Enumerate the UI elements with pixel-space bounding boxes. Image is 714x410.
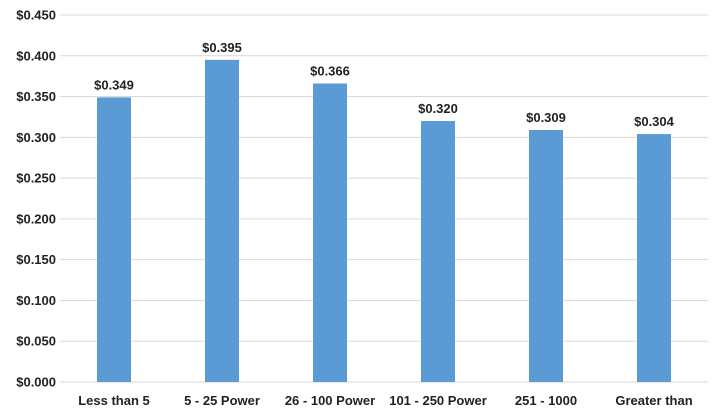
y-tick-label: $0.350 [16,89,56,104]
bar [529,129,563,382]
y-tick-label: $0.200 [16,211,56,226]
bars [97,59,671,383]
y-tick-label: $0.100 [16,293,56,308]
x-tick-label: 5 - 25 Power [184,393,260,408]
x-axis-labels: Less than 5 5 - 25 Power 26 - 100 Power 101… [78,393,692,408]
bar [421,121,455,383]
y-tick-label: $0.050 [16,334,56,349]
gridlines [60,14,708,383]
data-label: $0.304 [634,114,675,129]
data-label: $0.320 [418,101,458,116]
x-tick-label: Less than 5 [78,393,150,408]
y-tick-label: $0.300 [16,130,56,145]
data-label: $0.395 [202,40,242,55]
y-tick-label: $0.250 [16,171,56,186]
y-tick-label: $0.450 [16,8,56,23]
y-tick-label: $0.400 [16,48,56,63]
data-label: $0.309 [526,110,566,125]
x-tick-label: Greater than [615,393,692,408]
x-tick-label: 251 - 1000 [515,393,577,408]
bar [205,59,239,382]
x-tick-label: 101 - 250 Power [389,393,487,408]
y-tick-label: $0.150 [16,252,56,267]
x-tick-label: 26 - 100 Power [285,393,375,408]
data-labels: $0.349 $0.395 $0.366 $0.320 $0.309 $0.304 [94,40,675,129]
data-label: $0.349 [94,77,134,92]
bar [637,134,671,382]
bar [97,97,131,383]
y-axis-ticks: $0.000 $0.050 $0.100 $0.150 $0.200 $0.250 $0.3… [16,8,56,390]
y-tick-label: $0.000 [16,375,56,390]
data-label: $0.366 [310,64,350,79]
bar [313,83,347,383]
